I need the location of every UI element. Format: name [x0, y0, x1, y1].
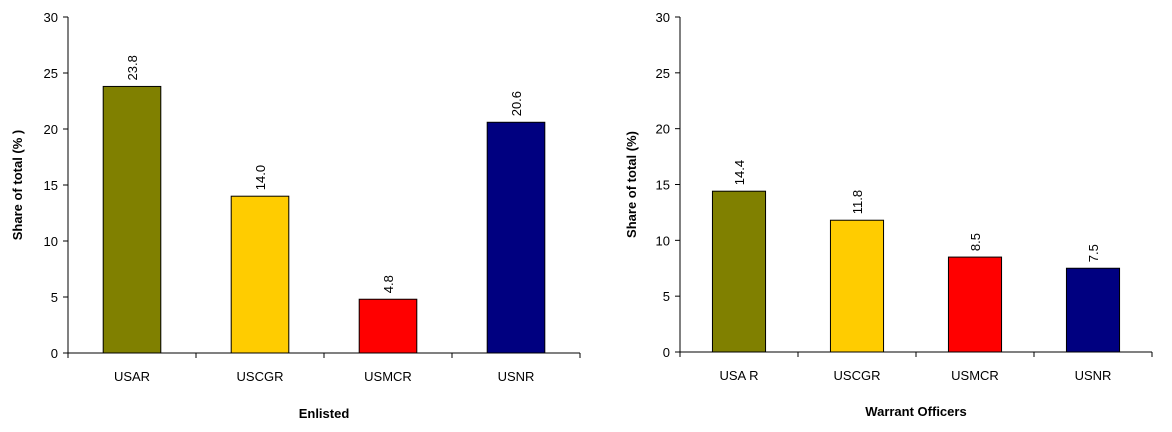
enlisted-bar-usmcr [358, 298, 418, 354]
enlisted-y-tick-label: 5 [51, 290, 58, 305]
warrant-x-axis-title: Warrant Officers [865, 404, 966, 419]
enlisted-chart: 0 5 10 15 20 25 30 23.8 USAR 14.0 USCGR 4.8 USMCR 20.… [0, 0, 586, 427]
enlisted-y-axis-title: Share of total (% ) [10, 130, 25, 241]
enlisted-category-label: USCGR [237, 369, 284, 384]
enlisted-y-tick-label: 15 [44, 178, 58, 193]
enlisted-category-label: USAR [114, 369, 150, 384]
warrant-y-tick-label: 5 [663, 289, 670, 304]
warrant-value-label: 11.8 [850, 190, 865, 214]
warrant-y-tick-label: 30 [656, 10, 670, 25]
enlisted-y-tick-label: 30 [44, 10, 58, 25]
enlisted-bar-uscgr [230, 195, 290, 354]
warrant-y-tick-label: 10 [656, 233, 670, 248]
warrant-y-tick-label: 25 [656, 66, 670, 81]
enlisted-value-label: 4.8 [381, 275, 396, 293]
enlisted-x-axis-title: Enlisted [299, 406, 350, 421]
enlisted-value-label: 23.8 [125, 55, 140, 80]
warrant-value-label: 14.4 [732, 160, 747, 185]
warrant-category-label: USA R [719, 368, 758, 383]
enlisted-value-label: 14.0 [253, 165, 268, 190]
enlisted-bar-usar [102, 85, 162, 354]
enlisted-chart-svg: 0 5 10 15 20 25 30 23.8 USAR 14.0 USCGR 4.8 USMCR 20.… [10, 10, 581, 421]
warrant-bar-usar [711, 190, 767, 353]
warrant-value-label: 8.5 [968, 233, 983, 251]
warrant-category-label: USMCR [951, 368, 999, 383]
warrant-category-label: USNR [1075, 368, 1112, 383]
warrant-bar-usnr [1065, 267, 1121, 353]
enlisted-y-tick-label: 0 [51, 346, 58, 361]
warrant-y-tick-label: 0 [663, 345, 670, 360]
warrant-y-axis-title: Share of total (%) [624, 131, 639, 238]
warrant-officers-chart: 0 5 10 15 20 25 30 14.4 USA R 11.8 USCGR 8.5 USMCR 7.… [586, 0, 1172, 427]
warrant-officers-chart-svg: 0 5 10 15 20 25 30 14.4 USA R 11.8 USCGR 8.5 USMCR 7.… [624, 10, 1153, 419]
warrant-y-tick-label: 15 [656, 178, 670, 193]
warrant-value-label: 7.5 [1086, 244, 1101, 262]
warrant-bar-uscgr [829, 219, 885, 353]
warrant-bar-usmcr [947, 256, 1003, 353]
enlisted-y-tick-label: 10 [44, 234, 58, 249]
enlisted-category-label: USNR [498, 369, 535, 384]
enlisted-y-tick-label: 20 [44, 122, 58, 137]
enlisted-category-label: USMCR [364, 369, 412, 384]
enlisted-bar-usnr [486, 121, 546, 354]
warrant-y-tick-label: 20 [656, 122, 670, 137]
enlisted-value-label: 20.6 [509, 91, 524, 116]
warrant-category-label: USCGR [834, 368, 881, 383]
enlisted-y-tick-label: 25 [44, 66, 58, 81]
